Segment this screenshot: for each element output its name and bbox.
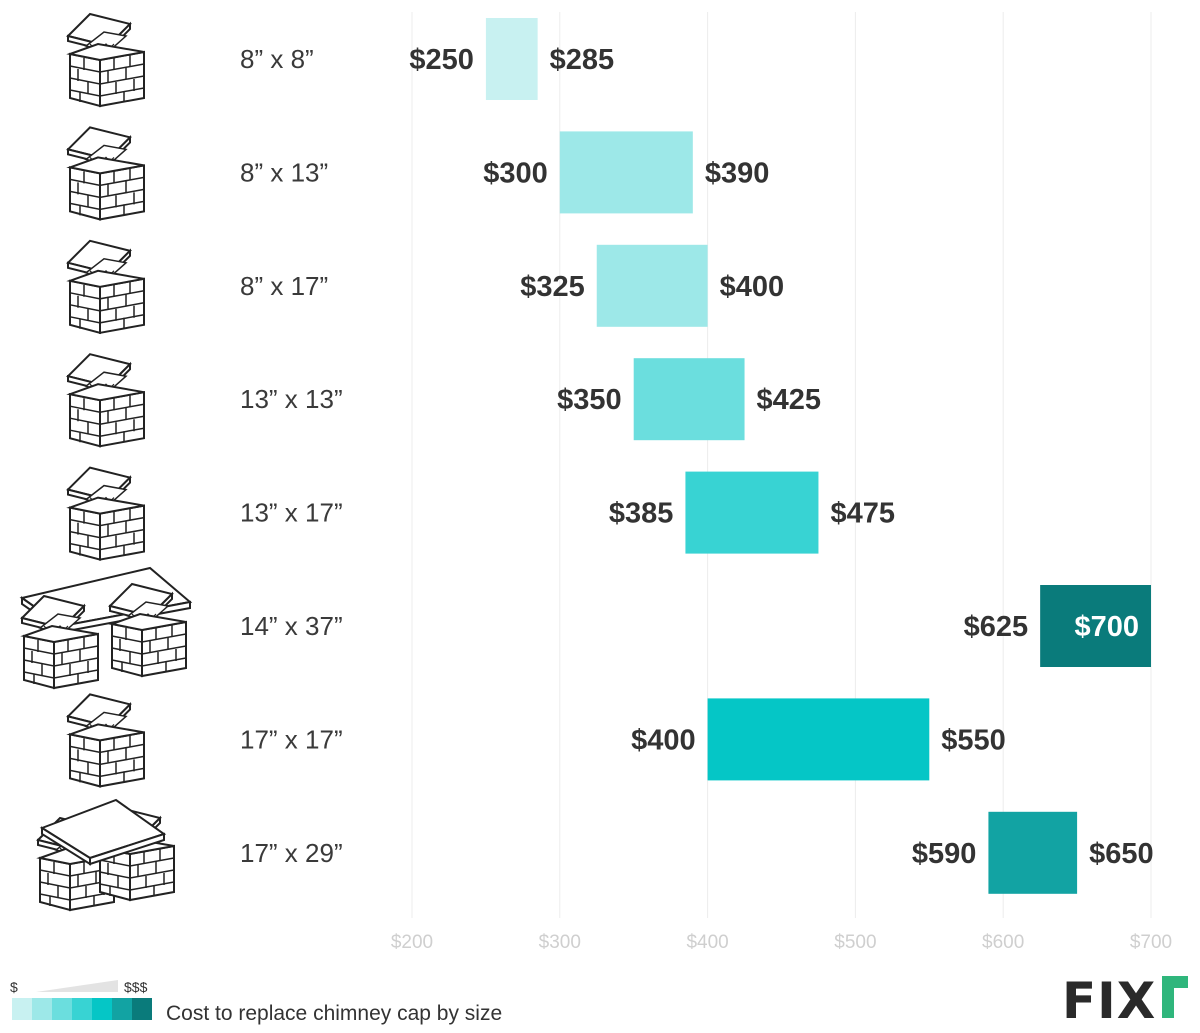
legend-wedge xyxy=(36,980,118,992)
low-value-label: $400 xyxy=(631,724,696,756)
legend-swatch xyxy=(52,998,72,1020)
data-row: 13” x 13” $350 $425 xyxy=(240,358,822,441)
range-bar xyxy=(559,131,693,214)
range-bar xyxy=(485,18,538,100)
x-tick-label: $700 xyxy=(1130,932,1172,953)
high-value-label: $550 xyxy=(941,724,1006,756)
logo-text: FIX xyxy=(1062,972,1156,1030)
chimney-single-icon xyxy=(67,126,145,221)
legend-swatch xyxy=(12,998,32,1020)
range-bar xyxy=(988,811,1078,894)
chimney-single-icon xyxy=(67,466,145,561)
x-tick-label: $200 xyxy=(391,932,433,953)
size-label: 17” x 17” xyxy=(240,724,343,754)
high-value-label: $400 xyxy=(720,271,785,303)
logo-r-mark xyxy=(1162,976,1188,1018)
size-label: 8” x 13” xyxy=(240,157,328,187)
data-rows: 8” x 8” $250 $285 8” x 13” $300 $390 8” x 17” $… xyxy=(240,18,1154,894)
chimney-single-icon xyxy=(67,693,145,788)
data-row: 8” x 17” $325 $400 xyxy=(240,244,785,327)
low-value-label: $350 xyxy=(557,384,622,416)
data-row: 17” x 17” $400 $550 xyxy=(240,698,1006,781)
range-bar xyxy=(707,698,930,781)
legend-swatch xyxy=(132,998,152,1020)
legend-swatch xyxy=(112,998,132,1020)
high-value-label: $700 xyxy=(1074,611,1139,643)
fixr-logo: FIX xyxy=(1062,972,1188,1030)
size-label: 13” x 17” xyxy=(240,498,343,528)
size-label: 17” x 29” xyxy=(240,838,343,868)
data-row: 13” x 17” $385 $475 xyxy=(240,471,895,554)
data-row: 17” x 29” $590 $650 xyxy=(240,811,1154,894)
legend: $ $$$ Cost to replace chimney cap by siz… xyxy=(10,979,502,1025)
high-value-label: $285 xyxy=(550,44,615,76)
size-label: 8” x 17” xyxy=(240,271,328,301)
data-row: 14” x 37” $625 $700 xyxy=(240,585,1151,667)
legend-caption: Cost to replace chimney cap by size xyxy=(166,1002,502,1025)
x-tick-label: $300 xyxy=(539,932,581,953)
row-icons xyxy=(19,13,193,911)
legend-swatch xyxy=(32,998,52,1020)
size-label: 8” x 8” xyxy=(240,44,314,74)
legend-swatch xyxy=(92,998,112,1020)
low-value-label: $385 xyxy=(609,498,674,530)
data-row: 8” x 8” $250 $285 xyxy=(240,18,614,100)
x-axis-ticks: $200 $300 $400 $500 $600 $700 xyxy=(391,932,1172,953)
size-label: 14” x 37” xyxy=(240,611,343,641)
low-value-label: $325 xyxy=(520,271,585,303)
x-tick-label: $500 xyxy=(834,932,876,953)
x-tick-label: $600 xyxy=(982,932,1024,953)
legend-swatch xyxy=(72,998,92,1020)
chimney-single-icon xyxy=(67,13,145,107)
high-value-label: $425 xyxy=(757,384,822,416)
x-tick-label: $400 xyxy=(686,932,728,953)
high-value-label: $475 xyxy=(830,498,895,530)
range-bar xyxy=(596,244,708,327)
chimney-double-icon xyxy=(37,798,175,911)
size-label: 13” x 13” xyxy=(240,384,343,414)
chimney-single-icon xyxy=(67,353,145,448)
range-bar xyxy=(1040,585,1151,667)
legend-high-symbol: $$$ xyxy=(124,979,148,995)
grid-lines xyxy=(411,12,1152,918)
low-value-label: $625 xyxy=(964,611,1029,643)
range-bar xyxy=(685,471,819,554)
low-value-label: $250 xyxy=(409,44,474,76)
legend-swatches xyxy=(12,998,152,1020)
legend-low-symbol: $ xyxy=(10,979,18,995)
low-value-label: $300 xyxy=(483,157,548,189)
data-row: 8” x 13” $300 $390 xyxy=(240,131,770,214)
range-bar xyxy=(633,358,745,441)
high-value-label: $650 xyxy=(1089,838,1154,870)
low-value-label: $590 xyxy=(912,838,977,870)
chimney-double-wide-icon xyxy=(19,566,193,689)
high-value-label: $390 xyxy=(705,157,770,189)
chimney-single-icon xyxy=(67,239,145,334)
